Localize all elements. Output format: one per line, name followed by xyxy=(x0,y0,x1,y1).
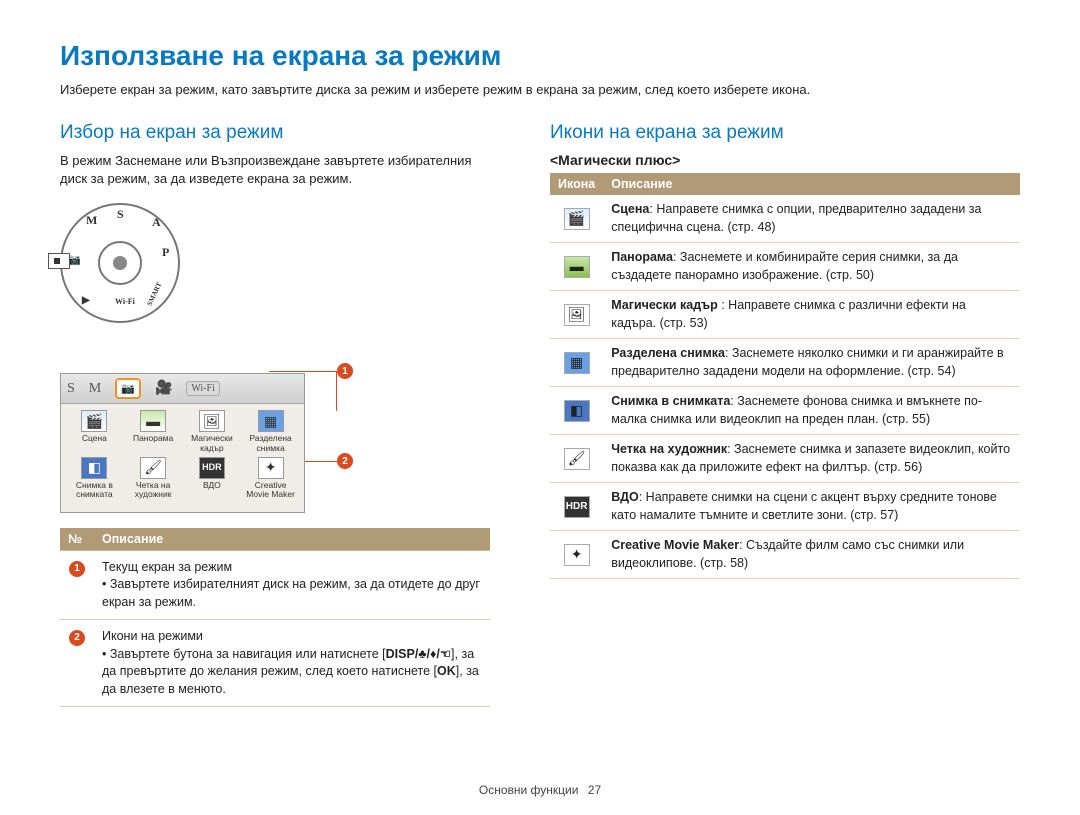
mode-icon: HDR xyxy=(564,496,590,518)
callout-num-badge: 2 xyxy=(69,630,85,646)
icon-th-icon: Икона xyxy=(550,173,603,195)
mode-icon-row-2: ◧ Снимка в снимката 🖌 Четка на художник HDR В… xyxy=(65,457,300,500)
page-intro: Изберете екран за режим, като завъртите … xyxy=(60,82,1020,97)
mode-mini-label: Панорама xyxy=(125,434,181,443)
mode-icon: 🖼 xyxy=(564,304,590,326)
mode-mini-icon: ◧ xyxy=(81,457,107,479)
callout-2: 2 xyxy=(337,453,353,469)
mode-mini-label: Четка на художник xyxy=(125,481,181,500)
mode-mini-icon: HDR xyxy=(199,457,225,479)
mode-screen-body: 🎬 Сцена ▬ Панорама 🖼 Магически кадър ▦ Разделен… xyxy=(61,404,304,511)
mode-mini-icon: ✦ xyxy=(258,457,284,479)
callout-badge-1: 1 xyxy=(337,363,353,379)
footer-label: Основни функции xyxy=(479,783,579,797)
mode-icon-cell: ✦ Creative Movie Maker xyxy=(243,457,299,500)
tab-s: S xyxy=(67,381,75,397)
icon-desc-cell: Снимка в снимката: Заснемете фонова сним… xyxy=(603,387,1020,435)
mode-icon: ▦ xyxy=(564,352,590,374)
right-section-title: Икони на екрана за режим xyxy=(550,122,1020,144)
icon-desc-cell: Магически кадър : Направете снимка с раз… xyxy=(603,291,1020,339)
callout-cell-desc: Икони на режими• Завъртете бутона за нав… xyxy=(94,620,490,707)
mode-icon-cell: ▬ Панорама xyxy=(125,410,181,453)
icon-desc-table: Икона Описание 🎬 Сцена: Направете снимка … xyxy=(550,173,1020,579)
callout-cell-num: 1 xyxy=(60,550,94,620)
tab-wifi: Wi-Fi xyxy=(186,381,220,396)
mode-mini-label: Снимка в снимката xyxy=(66,481,122,500)
tab-video-icon: 🎥 xyxy=(155,380,172,397)
icon-desc-cell: Creative Movie Maker: Създайте филм само… xyxy=(603,531,1020,579)
icon-cell: ▬ xyxy=(550,243,603,291)
mode-dial-figure: S A M P 📷 ▶ Wi-Fi SMART xyxy=(60,203,300,353)
dial-mark-play-icon: ▶ xyxy=(82,295,90,306)
callout-line-2 xyxy=(305,461,337,462)
icon-cell: HDR xyxy=(550,483,603,531)
tab-selected-camera-icon: 📷 xyxy=(115,378,141,399)
left-column: Избор на екран за режим В режим Заснеман… xyxy=(60,122,490,707)
callout-th-desc: Описание xyxy=(94,528,490,551)
callout-cell-num: 2 xyxy=(60,620,94,707)
icon-desc-cell: ВДО: Направете снимки на сцени с акцент … xyxy=(603,483,1020,531)
mode-mini-label: Разделена снимка xyxy=(243,434,299,453)
left-section-title: Избор на екран за режим xyxy=(60,122,490,144)
dial-pointer xyxy=(48,253,70,269)
icon-cell: ▦ xyxy=(550,339,603,387)
mode-icon: ◧ xyxy=(564,400,590,422)
right-column: Икони на екрана за режим <Магически плюс… xyxy=(550,122,1020,707)
mode-dial: S A M P 📷 ▶ Wi-Fi SMART xyxy=(60,203,180,323)
mode-icon-cell: 🖌 Четка на художник xyxy=(125,457,181,500)
mode-mini-label: Creative Movie Maker xyxy=(243,481,299,500)
dial-mark-s: S xyxy=(117,207,124,222)
callout-badge-2: 2 xyxy=(337,453,353,469)
page-title: Използване на екрана за режим xyxy=(60,40,1020,72)
dial-center xyxy=(113,256,127,270)
mode-icon: ✦ xyxy=(564,544,590,566)
mode-mini-icon: 🎬 xyxy=(81,410,107,432)
callout-1: 1 xyxy=(337,363,353,379)
footer-page-number: 27 xyxy=(588,783,601,797)
mode-mini-icon: 🖌 xyxy=(140,457,166,479)
mode-screen-tabs: S M 📷 🎥 Wi-Fi xyxy=(61,374,304,404)
icon-cell: ◧ xyxy=(550,387,603,435)
icon-cell: 🖼 xyxy=(550,291,603,339)
mode-screen-figure: 1 2 S M 📷 🎥 Wi-Fi 🎬Сцена▬Панорама🖼Магиче… xyxy=(60,373,305,512)
callout-cell-desc: Текущ екран за режим• Завъртете избирате… xyxy=(94,550,490,620)
dial-mark-wifi: Wi-Fi xyxy=(115,297,135,306)
mode-icon-cell: HDR ВДО xyxy=(184,457,240,500)
icon-cell: 🎬 xyxy=(550,195,603,243)
mode-icon-cell: 🎬 Сцена xyxy=(66,410,122,453)
icon-desc-cell: Четка на художник: Заснемете снимка и за… xyxy=(603,435,1020,483)
mode-mini-label: Сцена xyxy=(66,434,122,443)
icon-desc-cell: Панорама: Заснемете и комбинирайте серия… xyxy=(603,243,1020,291)
dial-mark-a: A xyxy=(152,215,161,230)
page-footer: Основни функции 27 xyxy=(0,783,1080,797)
dial-mark-m: M xyxy=(86,213,97,228)
mode-icon-row-1: 🎬 Сцена ▬ Панорама 🖼 Магически кадър ▦ Разделен… xyxy=(65,410,300,453)
mode-mini-icon: 🖼 xyxy=(199,410,225,432)
icon-desc-cell: Сцена: Направете снимка с опции, предвар… xyxy=(603,195,1020,243)
icon-desc-cell: Разделена снимка: Заснемете няколко сним… xyxy=(603,339,1020,387)
right-subsection: <Магически плюс> xyxy=(550,152,1020,168)
mode-icon-cell: ▦ Разделена снимка xyxy=(243,410,299,453)
callout-table: № Описание 1 Текущ екран за режим• Завърт… xyxy=(60,528,490,708)
mode-mini-icon: ▬ xyxy=(140,410,166,432)
callout-num-badge: 1 xyxy=(69,561,85,577)
icon-th-desc: Описание xyxy=(603,173,1020,195)
mode-icon: 🎬 xyxy=(564,208,590,230)
mode-icon-cell: 🖼 Магически кадър xyxy=(184,410,240,453)
mode-mini-label: Магически кадър xyxy=(184,434,240,453)
mode-icon-cell: ◧ Снимка в снимката xyxy=(66,457,122,500)
mode-mini-label: ВДО xyxy=(184,481,240,490)
callout-line-1 xyxy=(269,371,337,411)
dial-mark-p: P xyxy=(162,245,169,260)
mode-icon: ▬ xyxy=(564,256,590,278)
icon-cell: 🖌 xyxy=(550,435,603,483)
callout-th-num: № xyxy=(60,528,94,551)
icon-cell: ✦ xyxy=(550,531,603,579)
tab-m: M xyxy=(89,381,101,397)
mode-icon: 🖌 xyxy=(564,448,590,470)
dial-mark-smart: SMART xyxy=(146,281,164,307)
left-section-text: В режим Заснемане или Възпроизвеждане за… xyxy=(60,152,490,188)
mode-mini-icon: ▦ xyxy=(258,410,284,432)
